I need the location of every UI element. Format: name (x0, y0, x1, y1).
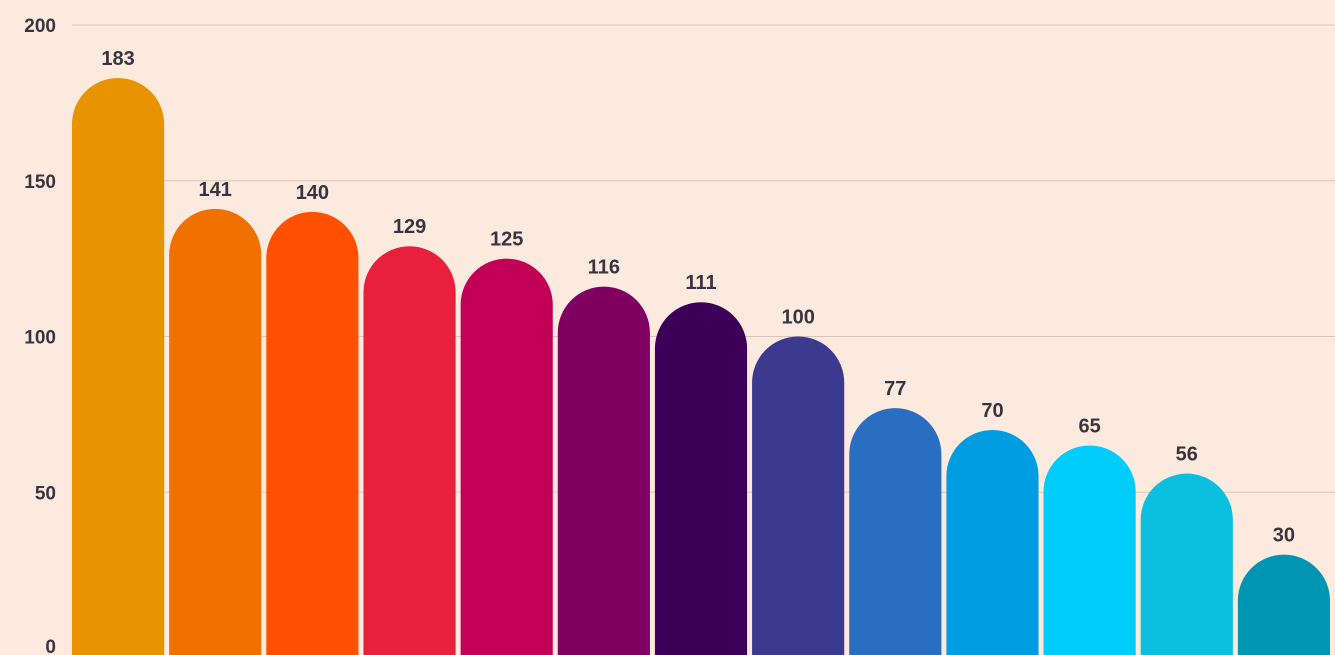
data-label: 125 (490, 229, 523, 251)
data-label: 100 (781, 307, 814, 329)
bar (1140, 473, 1233, 655)
data-labels: 183 141 140 129 125 116 111 100 77 70 65 56 30 (101, 48, 1295, 547)
y-tick-label: 150 (24, 172, 56, 193)
y-tick-label: 0 (45, 637, 56, 655)
y-tick-label: 100 (24, 328, 56, 349)
bar (654, 302, 748, 655)
data-label: 183 (101, 48, 134, 70)
y-axis-ticks: 0 50 100 150 200 (24, 16, 56, 655)
bar (1237, 554, 1330, 655)
bar (557, 286, 650, 655)
bars (72, 77, 1330, 655)
data-label: 70 (981, 400, 1003, 422)
bar (849, 408, 942, 655)
bar (169, 208, 262, 655)
bar (1043, 445, 1136, 655)
data-label: 141 (199, 179, 232, 201)
data-label: 116 (588, 257, 620, 279)
data-label: 129 (393, 216, 426, 238)
data-label: 111 (685, 272, 716, 294)
y-tick-label: 50 (35, 483, 56, 504)
data-label: 30 (1273, 525, 1295, 547)
bar (266, 211, 359, 655)
bar (72, 77, 165, 655)
bar (460, 258, 553, 655)
bar (363, 246, 456, 655)
data-label: 77 (884, 378, 906, 400)
bar (946, 429, 1039, 655)
data-label: 65 (1078, 416, 1100, 438)
bar (752, 336, 845, 655)
data-label: 56 (1176, 444, 1198, 466)
y-tick-label: 200 (24, 16, 56, 37)
data-label: 140 (296, 182, 329, 204)
